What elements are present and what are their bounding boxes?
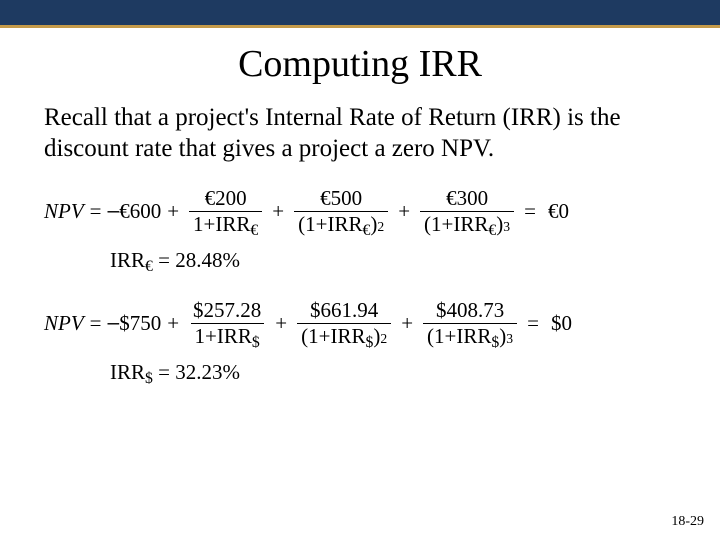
slide: Computing IRR Recall that a project's In… <box>0 0 720 540</box>
header-bar <box>0 0 720 28</box>
fraction-term-1: €200 1+IRR€ <box>189 187 262 236</box>
minus-sign: – <box>108 199 120 223</box>
plus-sign: + <box>275 311 287 336</box>
result-value: €0 <box>548 199 569 224</box>
minus-sign: – <box>108 311 120 335</box>
slide-title: Computing IRR <box>0 42 720 86</box>
equals-sign: = <box>90 311 102 336</box>
fraction-term-2: $661.94 (1+IRR$)2 <box>297 299 391 348</box>
numerator: $257.28 <box>189 299 265 323</box>
numerator: €300 <box>442 187 492 211</box>
irr-value: = 32.23% <box>158 360 240 384</box>
equals-sign: = <box>524 199 536 224</box>
body-paragraph: Recall that a project's Internal Rate of… <box>44 102 676 165</box>
denominator: (1+IRR€)3 <box>420 211 514 236</box>
numerator: €200 <box>201 187 251 211</box>
numerator: $408.73 <box>432 299 508 323</box>
irr-subscript: $ <box>145 370 153 387</box>
numerator: $661.94 <box>306 299 382 323</box>
page-number: 18-29 <box>671 514 704 530</box>
numerator: €500 <box>316 187 366 211</box>
equals-sign: = <box>90 199 102 224</box>
irr-subscript: € <box>145 258 153 275</box>
irr-euro-result: IRR€ = 28.48% <box>110 248 676 273</box>
result-value: $0 <box>551 311 572 336</box>
equals-sign: = <box>527 311 539 336</box>
irr-label: IRR <box>110 360 145 384</box>
denominator: (1+IRR$)2 <box>297 323 391 348</box>
fraction-term-1: $257.28 1+IRR$ <box>189 299 265 348</box>
plus-sign: + <box>401 311 413 336</box>
denominator: (1+IRR€)2 <box>294 211 388 236</box>
fraction-term-2: €500 (1+IRR€)2 <box>294 187 388 236</box>
equation-dollar: NPV = – $750 + $257.28 1+IRR$ + $661.94 … <box>44 299 676 348</box>
npv-label: NPV <box>44 311 84 336</box>
denominator: 1+IRR$ <box>191 323 264 348</box>
irr-label: IRR <box>110 248 145 272</box>
fraction-term-3: €300 (1+IRR€)3 <box>420 187 514 236</box>
npv-label: NPV <box>44 199 84 224</box>
fraction-term-3: $408.73 (1+IRR$)3 <box>423 299 517 348</box>
plus-sign: + <box>398 199 410 224</box>
plus-sign: + <box>167 199 179 224</box>
irr-dollar-result: IRR$ = 32.23% <box>110 360 676 385</box>
equation-euro: NPV = – €600 + €200 1+IRR€ + €500 (1+IRR… <box>44 187 676 236</box>
irr-value: = 28.48% <box>158 248 240 272</box>
initial-investment: $750 <box>119 311 161 336</box>
initial-investment: €600 <box>119 199 161 224</box>
denominator: 1+IRR€ <box>189 211 262 236</box>
plus-sign: + <box>272 199 284 224</box>
plus-sign: + <box>167 311 179 336</box>
denominator: (1+IRR$)3 <box>423 323 517 348</box>
